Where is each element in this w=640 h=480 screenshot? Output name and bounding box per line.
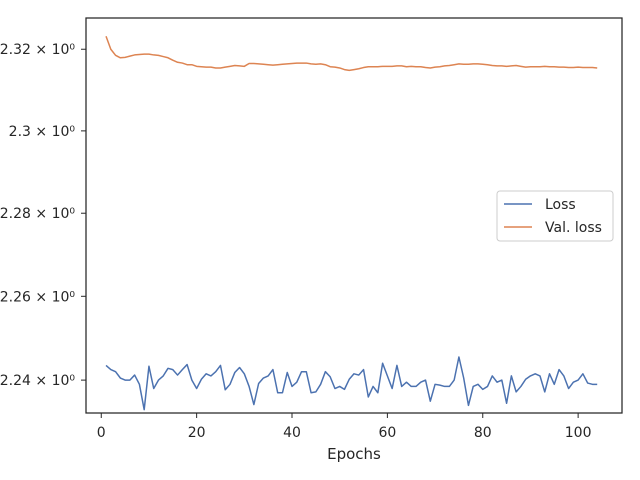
plot-lines (105, 35, 598, 411)
x-tick-label-4: 80 (474, 425, 492, 441)
x-axis-label: Epochs (327, 445, 381, 463)
series-line-0 (105, 356, 598, 411)
y-tick-label-4: 2.32 × 10⁰ (0, 42, 75, 58)
y-tick-label-2: 2.28 × 10⁰ (0, 206, 75, 222)
y-axis: 2.24 × 10⁰ 2.26 × 10⁰ 2.28 × 10⁰ 2.3 × 10⁰ 2… (0, 42, 86, 389)
x-tick-label-1: 20 (188, 425, 206, 441)
y-tick-label-0: 2.24 × 10⁰ (0, 373, 75, 389)
x-tick-label-3: 60 (378, 425, 396, 441)
x-tick-label-5: 100 (565, 425, 592, 441)
y-tick-label-1: 2.26 × 10⁰ (0, 289, 75, 305)
x-tick-label-0: 0 (97, 425, 106, 441)
y-tick-label-3: 2.3 × 10⁰ (9, 124, 76, 140)
series-line-1 (105, 35, 598, 72)
x-axis: 0 20 40 60 80 100 (97, 413, 592, 441)
legend-label-0: Loss (545, 197, 576, 213)
plot-frame (85, 17, 623, 414)
legend: Loss Val. loss (496, 190, 614, 242)
x-tick-label-2: 40 (283, 425, 301, 441)
legend-label-1: Val. loss (545, 220, 602, 236)
